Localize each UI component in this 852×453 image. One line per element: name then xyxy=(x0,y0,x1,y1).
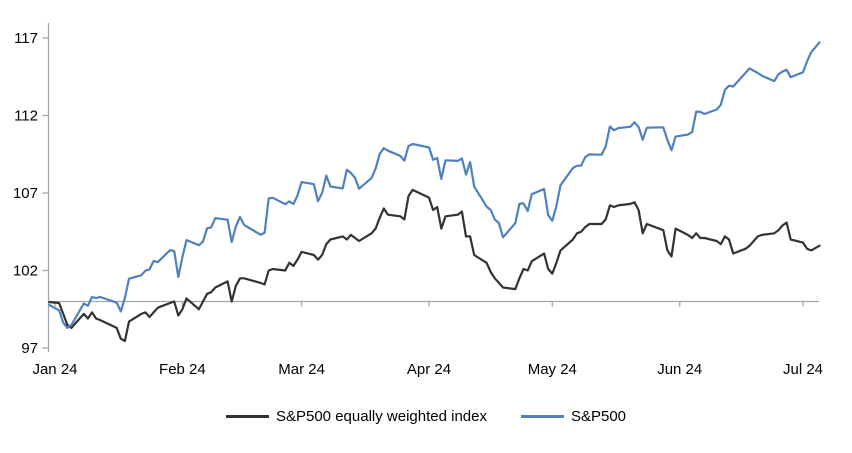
legend-line-swatch-sp500 xyxy=(520,415,564,418)
x-tick-label: Jun 24 xyxy=(657,361,702,378)
x-tick-label: Jul 24 xyxy=(783,361,823,378)
x-tick-label: Apr 24 xyxy=(407,361,451,378)
y-tick-label: 107 xyxy=(13,185,38,202)
legend-line-swatch-equal-weight xyxy=(225,415,269,418)
x-tick-label: Feb 24 xyxy=(159,361,206,378)
chart-legend: S&P500 equally weighted index S&P500 xyxy=(0,408,852,425)
chart-canvas: 97 102 107 112 117 Jan 24 Feb 24 Mar 24 Apr 24 Ma… xyxy=(13,23,823,378)
legend-label-equal-weight: S&P500 equally weighted index xyxy=(275,408,487,425)
x-tick-label: May 24 xyxy=(528,361,577,378)
legend-label-sp500: S&P500 xyxy=(570,408,627,425)
y-tick-label: 117 xyxy=(14,30,38,47)
legend-item-equal-weight: S&P500 equally weighted index xyxy=(225,408,487,425)
y-tick-label: 97 xyxy=(21,340,38,357)
series-line-equal-weight xyxy=(48,188,821,343)
y-tick-label: 112 xyxy=(14,108,38,125)
x-tick-label: Jan 24 xyxy=(32,361,77,378)
series-line-sp500 xyxy=(48,41,821,329)
x-tick-label: Mar 24 xyxy=(278,361,325,378)
y-tick-label: 102 xyxy=(13,263,38,280)
legend-item-sp500: S&P500 xyxy=(520,408,627,425)
